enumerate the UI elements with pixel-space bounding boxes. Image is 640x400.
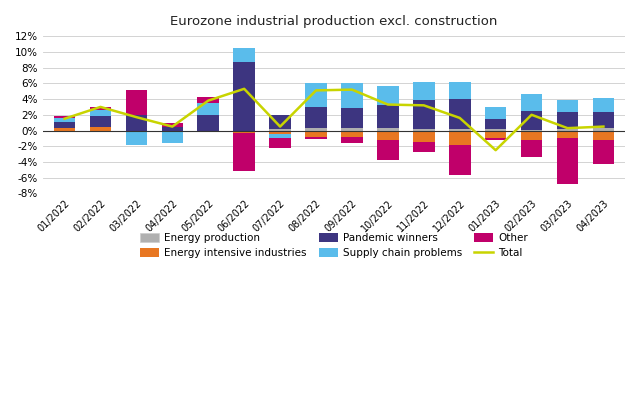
Bar — [413, 129, 435, 130]
Bar — [557, 130, 579, 138]
Bar — [521, 140, 542, 157]
Bar — [377, 130, 399, 140]
Bar — [269, 134, 291, 138]
Bar — [305, 83, 327, 107]
Bar — [125, 131, 147, 146]
Bar — [377, 104, 399, 128]
Bar — [305, 137, 327, 139]
Bar — [125, 115, 147, 130]
Bar — [485, 119, 506, 129]
Bar — [449, 129, 470, 130]
Bar — [198, 115, 219, 130]
Bar — [198, 103, 219, 115]
Bar — [269, 130, 291, 134]
Bar — [125, 90, 147, 115]
Bar — [449, 82, 470, 99]
Bar — [161, 131, 183, 143]
Bar — [341, 130, 363, 137]
Bar — [305, 128, 327, 130]
Bar — [234, 133, 255, 171]
Bar — [341, 108, 363, 128]
Bar — [269, 115, 291, 129]
Bar — [234, 130, 255, 133]
Bar — [485, 107, 506, 119]
Bar — [54, 122, 76, 128]
Bar — [449, 145, 470, 174]
Bar — [449, 99, 470, 129]
Legend: Energy production, Energy intensive industries, Pandemic winners, Supply chain p: Energy production, Energy intensive indu… — [136, 229, 532, 262]
Bar — [90, 110, 111, 116]
Bar — [269, 129, 291, 130]
Bar — [377, 86, 399, 104]
Bar — [413, 142, 435, 152]
Bar — [557, 138, 579, 184]
Bar — [54, 128, 76, 130]
Bar — [485, 138, 506, 140]
Bar — [593, 140, 614, 164]
Bar — [341, 128, 363, 130]
Bar — [593, 98, 614, 112]
Bar — [54, 118, 76, 122]
Bar — [557, 100, 579, 112]
Bar — [305, 107, 327, 128]
Bar — [125, 130, 147, 131]
Bar — [557, 112, 579, 129]
Bar — [269, 138, 291, 148]
Bar — [485, 129, 506, 130]
Bar — [413, 130, 435, 142]
Bar — [593, 128, 614, 130]
Bar — [90, 127, 111, 130]
Bar — [198, 130, 219, 132]
Title: Eurozone industrial production excl. construction: Eurozone industrial production excl. con… — [170, 15, 498, 28]
Bar — [557, 129, 579, 130]
Bar — [521, 130, 542, 140]
Bar — [593, 112, 614, 128]
Bar — [413, 82, 435, 100]
Bar — [54, 116, 76, 118]
Bar — [593, 130, 614, 140]
Bar — [161, 123, 183, 126]
Bar — [161, 126, 183, 130]
Bar — [90, 116, 111, 127]
Bar — [521, 94, 542, 111]
Bar — [341, 137, 363, 143]
Bar — [90, 107, 111, 110]
Bar — [377, 128, 399, 130]
Bar — [234, 62, 255, 130]
Bar — [413, 100, 435, 129]
Bar — [341, 82, 363, 108]
Bar — [198, 97, 219, 103]
Bar — [521, 111, 542, 130]
Bar — [305, 130, 327, 137]
Bar — [485, 130, 506, 138]
Bar — [449, 130, 470, 145]
Bar — [234, 48, 255, 62]
Bar — [161, 130, 183, 131]
Bar — [377, 140, 399, 160]
